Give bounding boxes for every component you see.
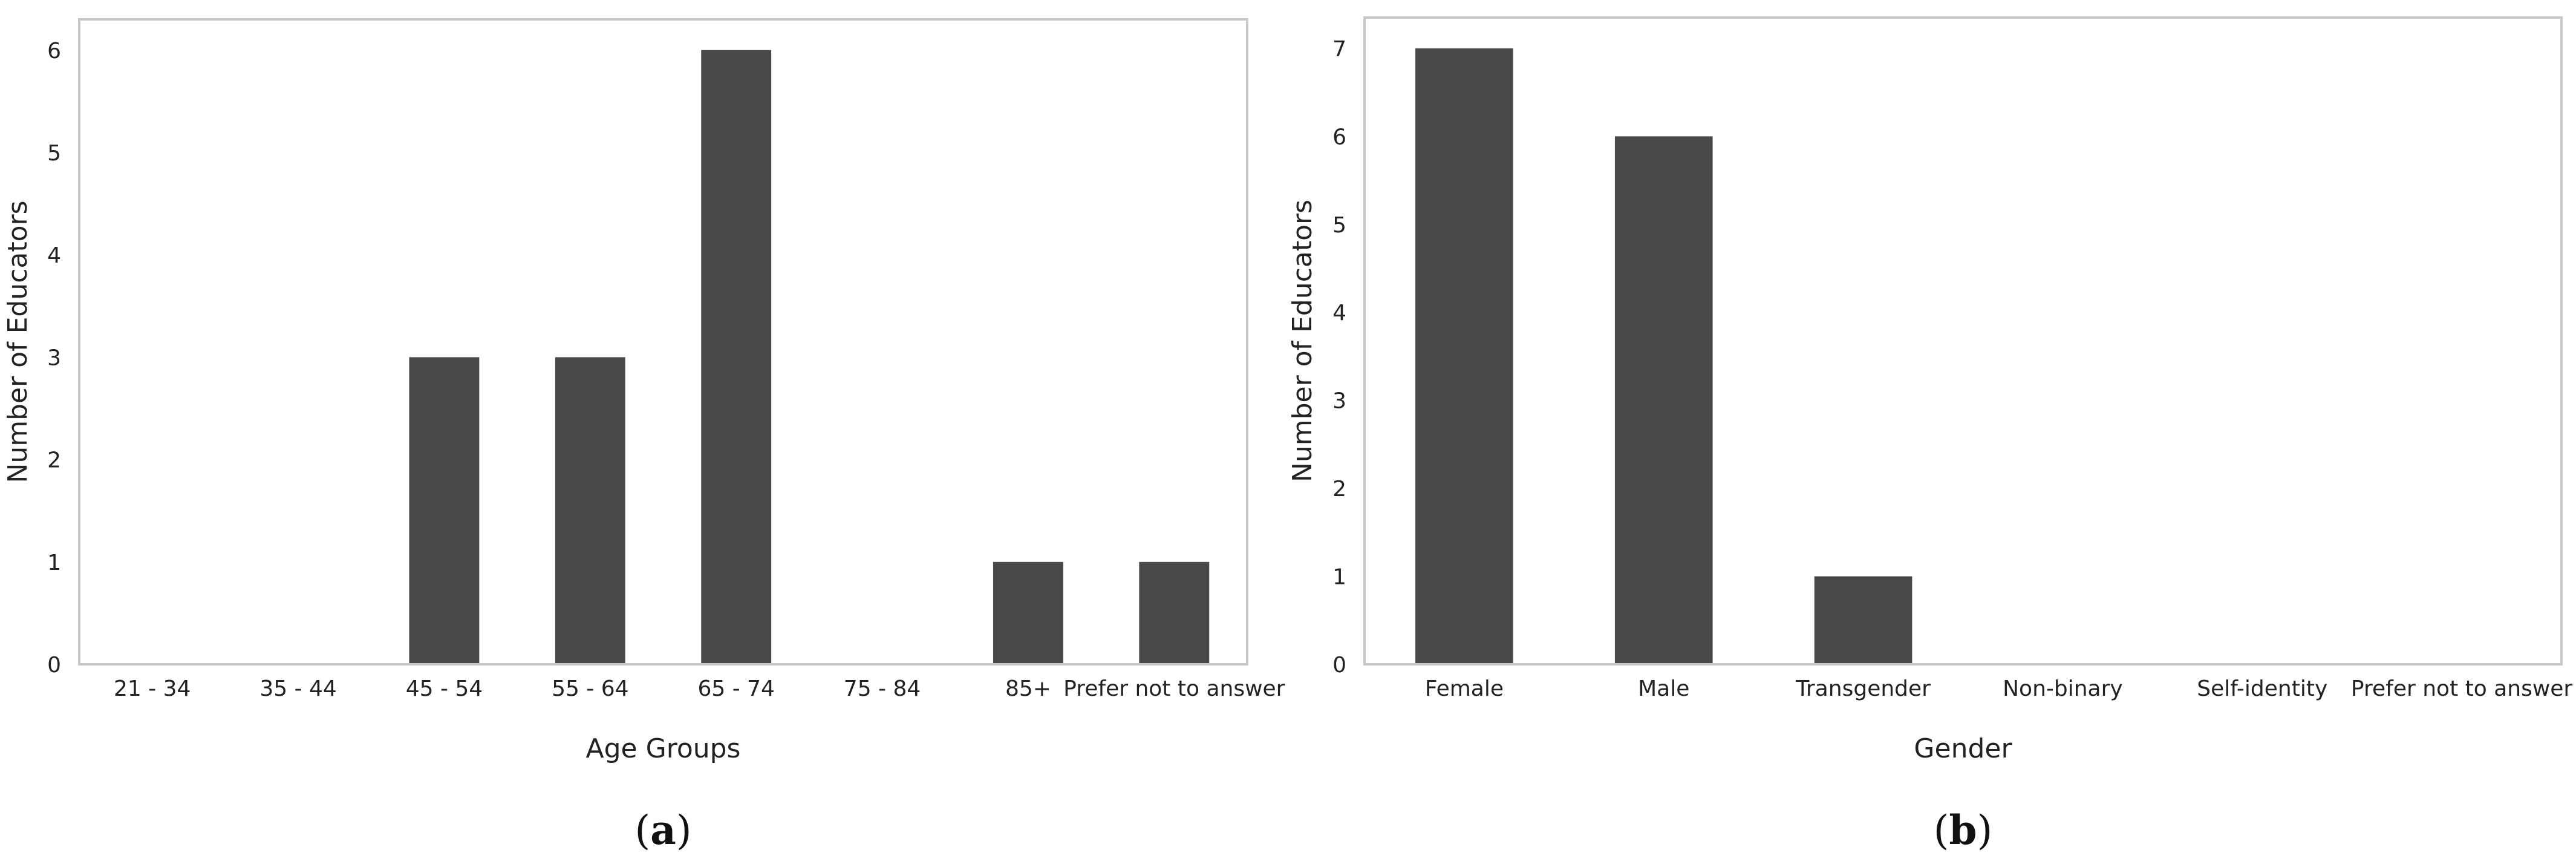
y-tick-label: 4 xyxy=(1332,301,1346,326)
bar-2 xyxy=(1614,136,1713,665)
x-tick-label: 21 - 34 xyxy=(114,676,191,701)
y-axis-label: Number of Educators xyxy=(1287,200,1318,482)
x-tick-label: 45 - 54 xyxy=(406,676,483,701)
y-tick-label: 1 xyxy=(1332,565,1346,590)
y-tick-label: 5 xyxy=(1332,213,1346,238)
x-tick-label: 85+ xyxy=(1005,676,1051,701)
y-axis-label: Number of Educators xyxy=(2,200,33,483)
x-tick-label: Female xyxy=(1425,676,1504,701)
x-axis-label: Age Groups xyxy=(586,733,741,764)
panel-label: (a) xyxy=(634,806,691,854)
plot-frame xyxy=(78,18,1248,666)
bar-3 xyxy=(1814,576,1912,664)
bar-8 xyxy=(1139,561,1210,664)
panel-b: Female Male Transgender Non-binary Self-iden… xyxy=(1287,16,2573,854)
y-tick-label: 3 xyxy=(1332,389,1346,414)
bar-5 xyxy=(701,50,772,664)
bar-4 xyxy=(555,357,625,664)
panel-label: (b) xyxy=(1934,806,1993,854)
bar-7 xyxy=(993,561,1063,664)
x-tick-label: Transgender xyxy=(1795,676,1931,701)
panel-a: 21 - 34 35 - 44 45 - 54 55 - 64 65 - 74 75 - … xyxy=(2,18,1285,854)
plot-frame xyxy=(1363,16,2563,666)
x-tick-label: Prefer not to answer xyxy=(2351,676,2573,701)
x-tick-label: 65 - 74 xyxy=(697,676,775,701)
x-tick-label: Self-identity xyxy=(2197,676,2327,701)
panel-letter: a xyxy=(650,806,676,854)
bar-1 xyxy=(1415,48,1513,664)
y-tick-label: 5 xyxy=(47,141,61,166)
x-tick-label: Prefer not to answer xyxy=(1063,676,1285,701)
y-tick-label: 0 xyxy=(47,653,61,678)
y-tick-label: 6 xyxy=(47,39,61,64)
y-tick-label: 0 xyxy=(1332,653,1346,678)
x-tick-label: Non-binary xyxy=(2003,676,2123,701)
x-axis-label: Gender xyxy=(1914,733,2012,764)
x-tick-label: Male xyxy=(1638,676,1689,701)
x-tick-label: 55 - 64 xyxy=(552,676,629,701)
x-tick-label: 35 - 44 xyxy=(259,676,337,701)
y-tick-label: 1 xyxy=(47,551,61,575)
y-tick-label: 7 xyxy=(1332,37,1346,62)
bar-3 xyxy=(409,357,480,664)
x-tick-label: 75 - 84 xyxy=(844,676,921,701)
y-tick-label: 4 xyxy=(47,243,61,268)
y-tick-label: 3 xyxy=(47,345,61,370)
y-tick-label: 2 xyxy=(1332,477,1346,502)
y-tick-label: 6 xyxy=(1332,125,1346,149)
panel-letter: b xyxy=(1949,806,1977,854)
y-tick-label: 2 xyxy=(47,448,61,473)
